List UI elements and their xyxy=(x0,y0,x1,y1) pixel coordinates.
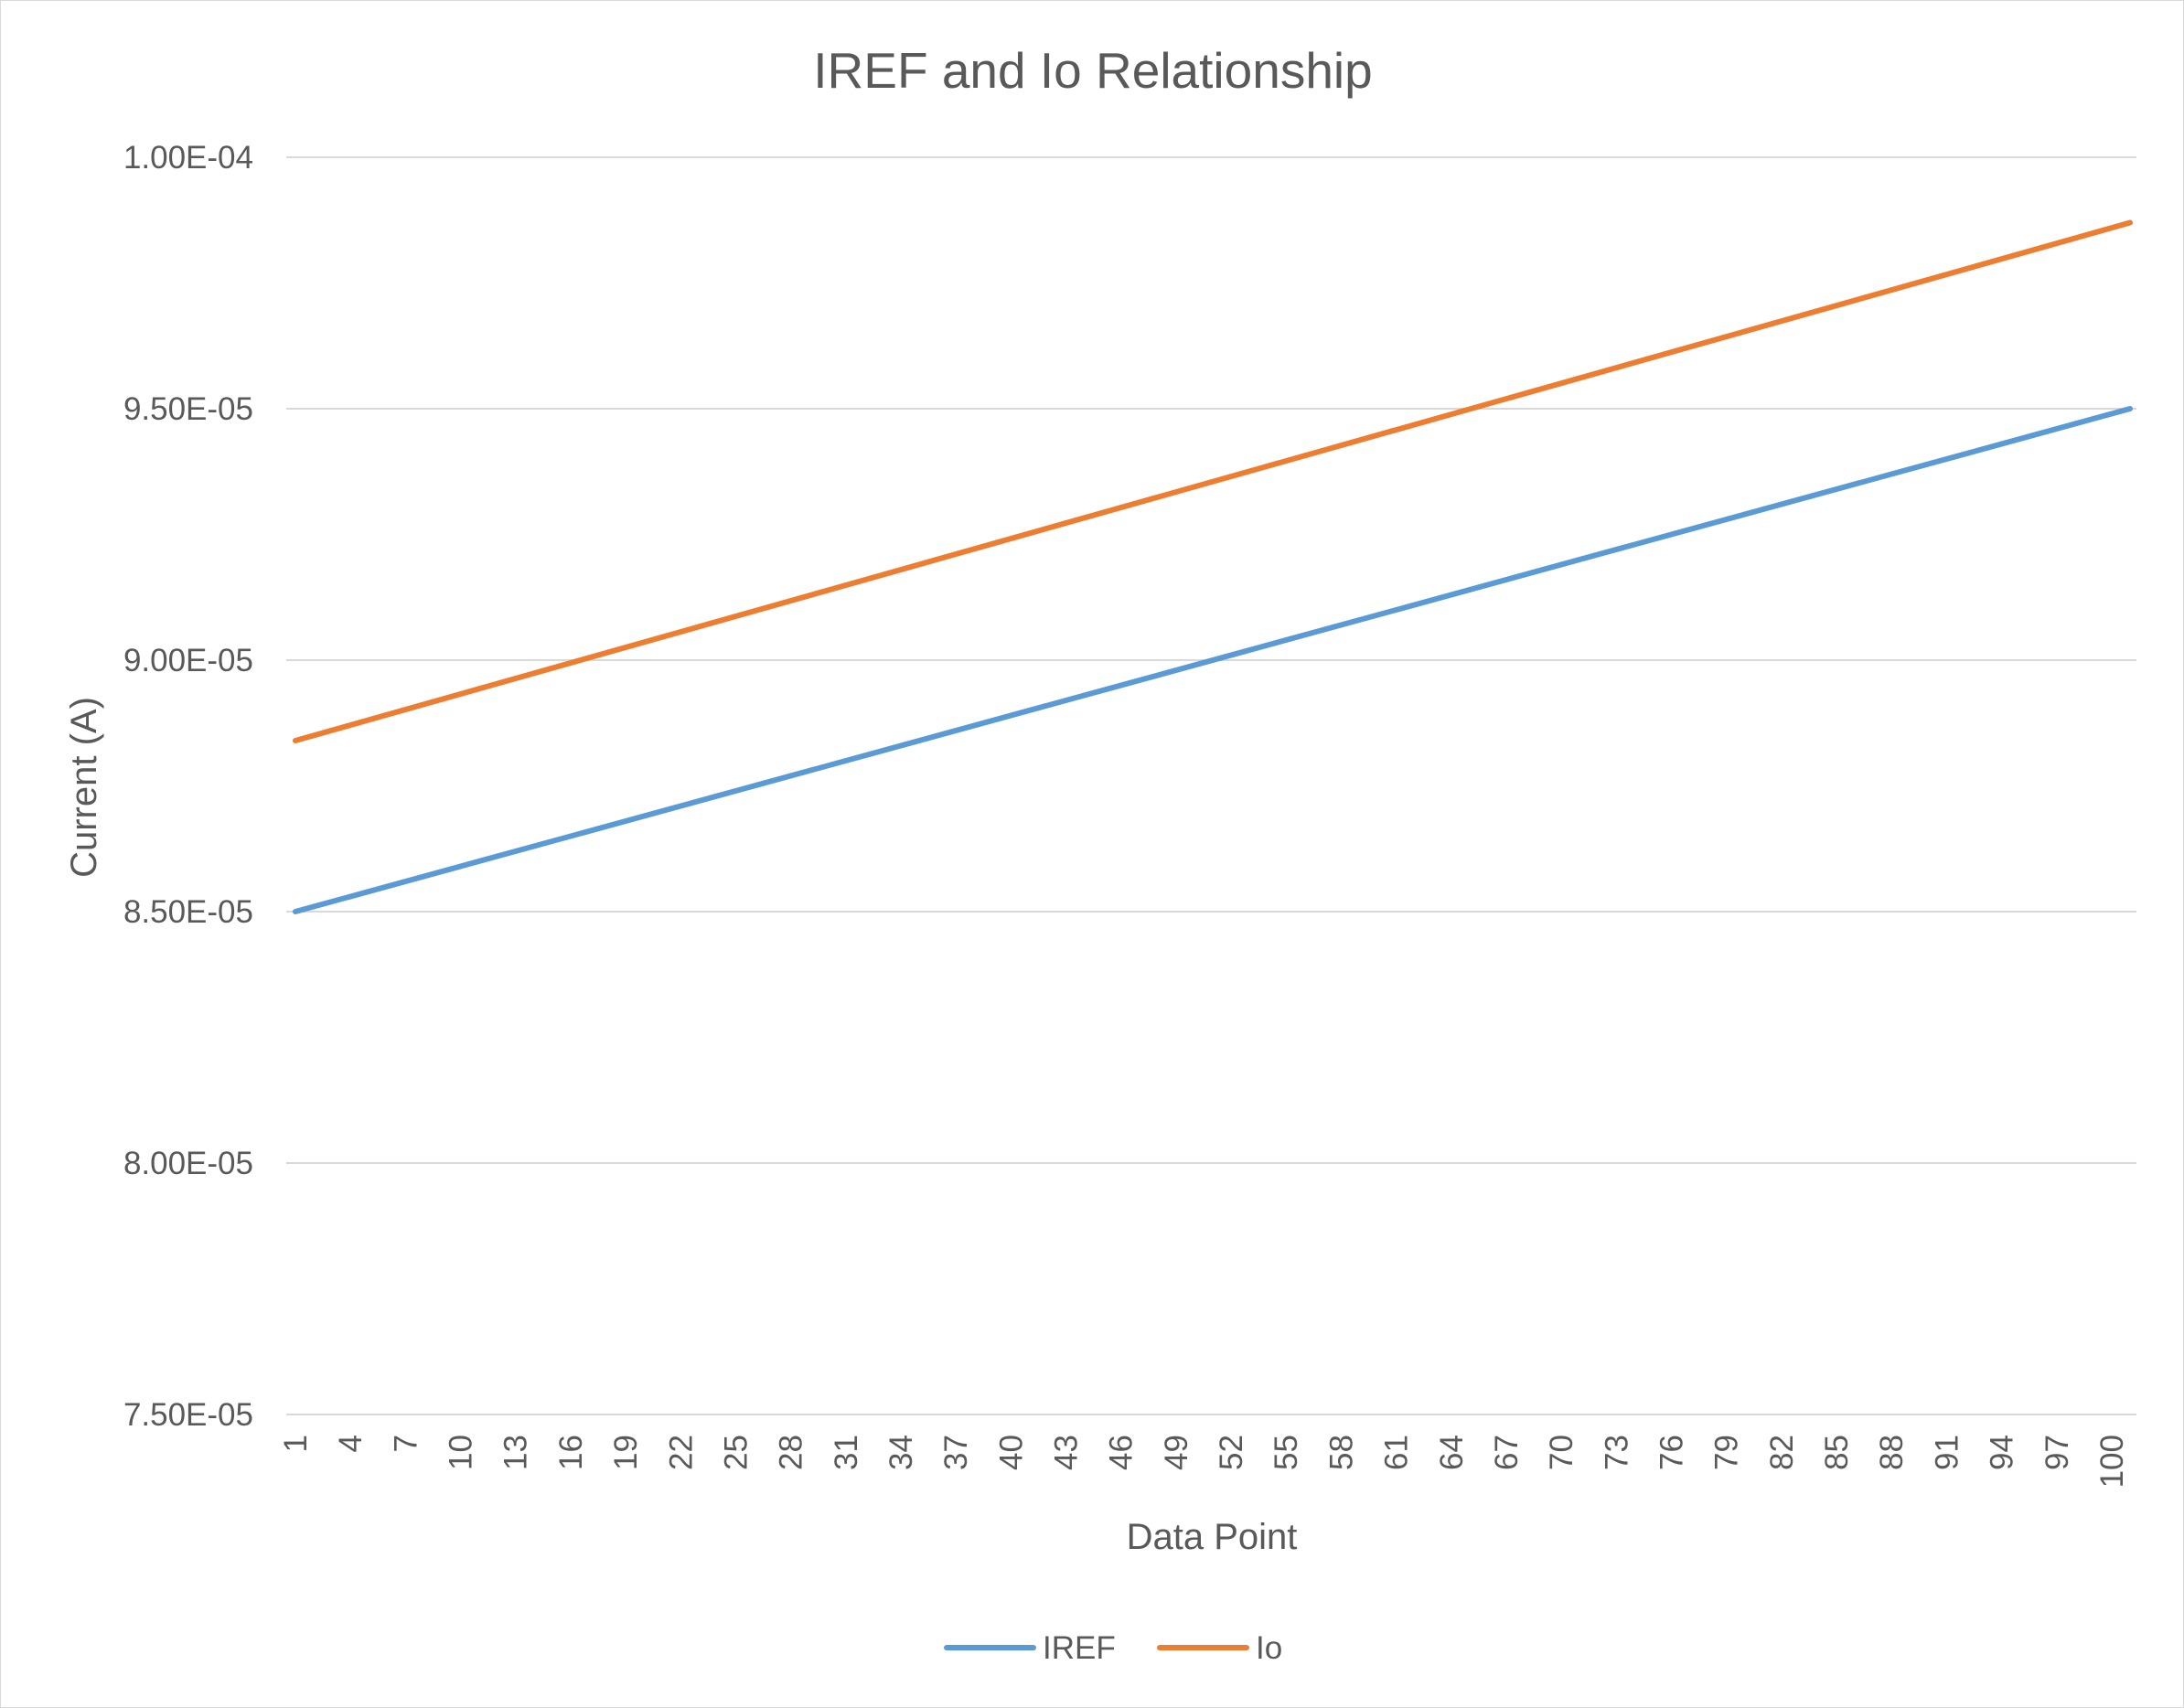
x-tick-label: 88 xyxy=(1874,1435,1910,1470)
legend-label-iref: IREF xyxy=(1043,1630,1116,1666)
x-tick-label: 55 xyxy=(1269,1435,1304,1470)
x-tick-label: 4 xyxy=(333,1435,369,1452)
x-tick-label: 49 xyxy=(1159,1435,1194,1470)
x-tick-label: 37 xyxy=(938,1435,974,1470)
series-line-io xyxy=(293,219,2133,743)
x-tick-label: 67 xyxy=(1489,1435,1525,1470)
y-tick-label: 7.50E-05 xyxy=(123,1397,253,1433)
x-tick-label: 19 xyxy=(608,1435,644,1470)
y-axis-tick-labels: 7.50E-05 8.00E-05 8.50E-05 9.00E-05 9.50E-05… xyxy=(123,140,253,1433)
x-tick-label: 25 xyxy=(718,1435,754,1470)
x-tick-label: 1 xyxy=(278,1435,314,1452)
x-tick-label: 13 xyxy=(498,1435,534,1470)
x-tick-label: 79 xyxy=(1709,1435,1745,1470)
y-tick-label: 8.50E-05 xyxy=(123,894,253,930)
x-tick-label: 43 xyxy=(1049,1435,1085,1470)
x-tick-label: 52 xyxy=(1214,1435,1249,1470)
x-tick-label: 70 xyxy=(1544,1435,1579,1470)
y-tick-label: 9.50E-05 xyxy=(123,391,253,427)
x-tick-label: 100 xyxy=(2094,1435,2130,1488)
x-tick-label: 10 xyxy=(444,1435,479,1470)
y-tick-label: 1.00E-04 xyxy=(123,140,253,176)
x-tick-label: 22 xyxy=(663,1435,699,1470)
x-tick-label: 64 xyxy=(1434,1435,1470,1470)
x-tick-label: 34 xyxy=(883,1435,919,1470)
x-tick-label: 61 xyxy=(1379,1435,1415,1470)
x-tick-label: 31 xyxy=(829,1435,864,1470)
x-tick-label: 94 xyxy=(1985,1435,2020,1470)
x-axis-tick-labels: 1 4 7 10 13 16 19 22 25 28 31 34 37 40 43 46 49 52 55 58 61 6… xyxy=(278,1435,2130,1488)
x-tick-label: 16 xyxy=(553,1435,589,1470)
y-tick-label: 8.00E-05 xyxy=(123,1146,253,1181)
legend: IREF Io xyxy=(944,1630,1282,1666)
x-tick-label: 7 xyxy=(388,1435,423,1452)
x-tick-label: 28 xyxy=(774,1435,809,1470)
x-tick-label: 97 xyxy=(2039,1435,2075,1470)
x-tick-label: 58 xyxy=(1323,1435,1359,1470)
x-tick-label: 73 xyxy=(1599,1435,1634,1470)
x-axis-title: Data Point xyxy=(1127,1517,1298,1557)
x-tick-label: 46 xyxy=(1104,1435,1140,1470)
x-tick-label: 40 xyxy=(993,1435,1029,1470)
x-tick-label: 85 xyxy=(1819,1435,1855,1470)
chart-title: IREF and Io Relationship xyxy=(813,42,1372,99)
x-tick-label: 91 xyxy=(1929,1435,1965,1470)
gridlines xyxy=(286,156,2136,1415)
x-tick-label: 76 xyxy=(1654,1435,1690,1470)
y-axis-title: Current (A) xyxy=(64,697,104,878)
series-line-iref xyxy=(293,406,2133,914)
legend-label-io: Io xyxy=(1256,1630,1282,1666)
y-tick-label: 9.00E-05 xyxy=(123,643,253,678)
series-lines xyxy=(293,219,2133,914)
x-tick-label: 82 xyxy=(1764,1435,1800,1470)
